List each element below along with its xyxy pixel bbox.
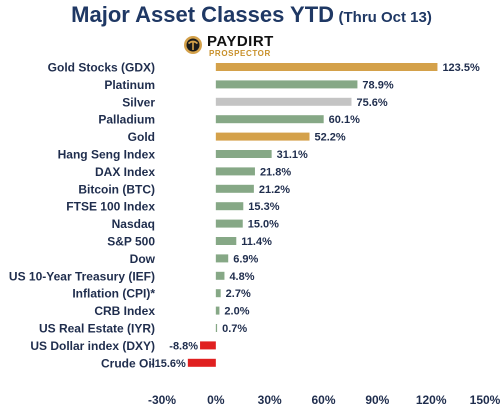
- bar: [215, 219, 243, 228]
- bar: [215, 289, 221, 298]
- chart-title-subtitle: (Thru Oct 13): [338, 9, 432, 26]
- bar: [200, 341, 216, 350]
- category-label: Inflation (CPI)*: [72, 287, 155, 301]
- x-tick-label: 120%: [416, 393, 447, 407]
- x-tick-label: 0%: [207, 393, 225, 407]
- bar: [215, 167, 255, 176]
- data-label: 123.5%: [442, 62, 480, 74]
- data-label: -15.6%: [151, 358, 186, 370]
- data-label: 4.8%: [229, 271, 254, 283]
- data-label: 52.2%: [315, 132, 346, 144]
- category-label: DAX Index: [95, 165, 155, 179]
- x-tick-label: 150%: [470, 393, 501, 407]
- bar: [215, 324, 218, 332]
- bar: [215, 306, 220, 315]
- x-tick-label: 30%: [258, 393, 282, 407]
- pickaxe-badge-icon: [184, 36, 202, 54]
- category-label: Palladium: [98, 113, 155, 127]
- x-tick-label: 90%: [365, 393, 389, 407]
- chart-title: Major Asset Classes YTD (Thru Oct 13): [0, 2, 503, 28]
- bar: [215, 63, 438, 71]
- data-label: 31.1%: [277, 149, 308, 161]
- logo-name: PAYDIRT: [207, 33, 274, 50]
- data-label: -8.8%: [169, 340, 198, 352]
- category-label: Silver: [122, 95, 155, 109]
- data-label: 21.2%: [259, 184, 290, 196]
- category-label: S&P 500: [107, 235, 155, 249]
- category-label: FTSE 100 Index: [66, 200, 155, 214]
- data-label: 15.0%: [248, 219, 279, 231]
- data-label: 11.4%: [241, 236, 272, 248]
- bar: [215, 254, 229, 263]
- x-tick-label: 60%: [311, 393, 335, 407]
- bar: [215, 150, 272, 158]
- bar: [215, 115, 324, 124]
- data-label: 60.1%: [329, 114, 360, 126]
- category-label: Nasdaq: [112, 217, 155, 231]
- chart-title-main: Major Asset Classes YTD: [71, 2, 335, 27]
- x-tick-label: -30%: [148, 393, 176, 407]
- paydirt-logo: PAYDIRT PROSPECTOR: [183, 33, 303, 59]
- category-label: Hang Seng Index: [58, 148, 156, 162]
- bar: [215, 202, 244, 211]
- data-label: 0.7%: [222, 323, 247, 335]
- category-label: US 10-Year Treasury (IEF): [9, 269, 155, 283]
- bar: [215, 271, 225, 280]
- bar: [187, 358, 216, 367]
- data-label: 2.0%: [224, 306, 249, 318]
- data-label: 15.3%: [248, 201, 279, 213]
- bar: [215, 97, 352, 106]
- category-label: Platinum: [104, 78, 155, 92]
- bar: [215, 184, 254, 193]
- bar: [215, 80, 358, 89]
- data-label: 75.6%: [356, 97, 387, 109]
- category-label: US Dollar index (DXY): [30, 339, 155, 353]
- category-label: Dow: [130, 252, 156, 266]
- category-label: Gold Stocks (GDX): [48, 61, 155, 75]
- category-label: Crude Oil: [101, 356, 155, 370]
- category-label: Bitcoin (BTC): [78, 182, 155, 196]
- category-label: Gold: [128, 130, 155, 144]
- logo-tagline: PROSPECTOR: [209, 49, 271, 58]
- bar: [215, 237, 237, 245]
- bar: [215, 132, 310, 141]
- data-label: 6.9%: [233, 253, 258, 265]
- data-label: 2.7%: [226, 288, 251, 300]
- category-label: CRB Index: [94, 304, 155, 318]
- data-label: 78.9%: [362, 79, 393, 91]
- category-label: US Real Estate (IYR): [39, 322, 155, 336]
- data-label: 21.8%: [260, 166, 291, 178]
